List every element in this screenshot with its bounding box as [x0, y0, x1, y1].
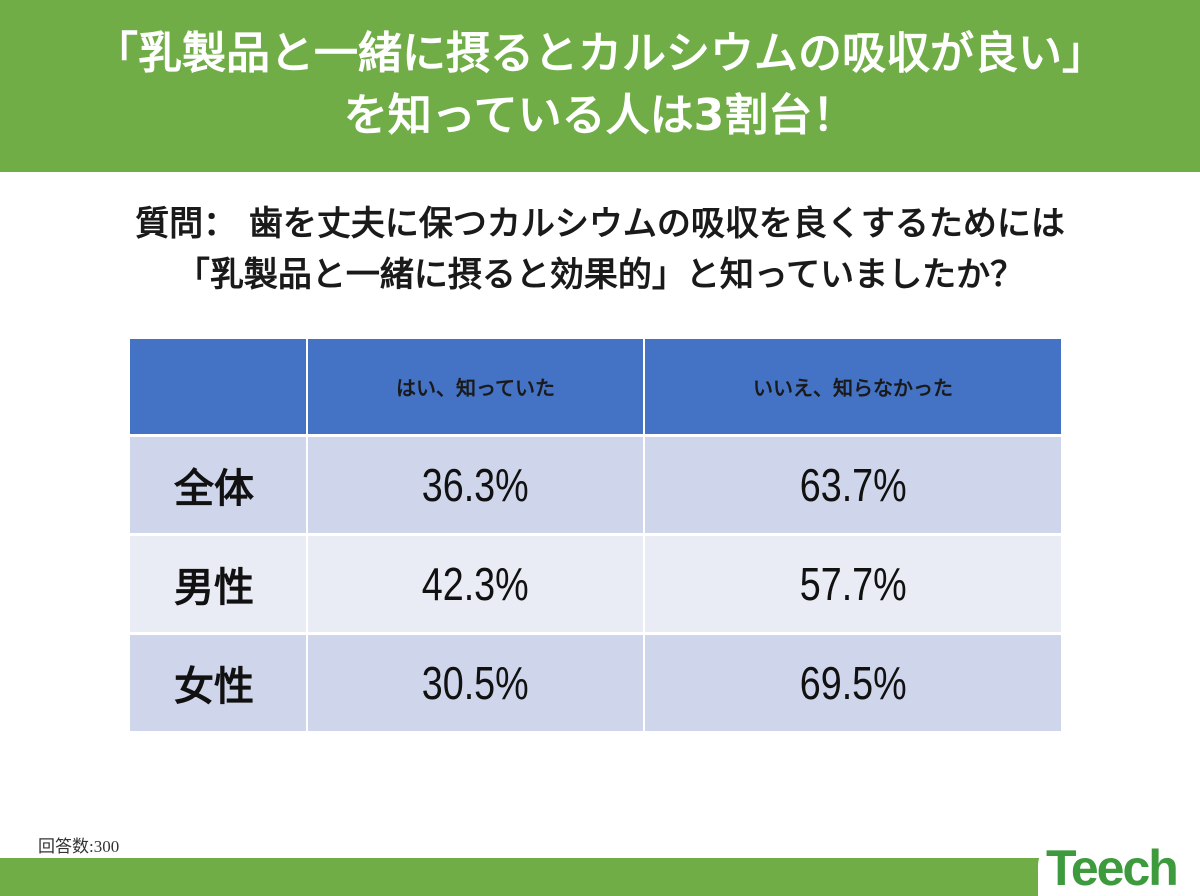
value-total-yes: 36.3% [422, 459, 529, 511]
header-corner-cell [130, 339, 306, 434]
bottom-bar [0, 858, 1200, 896]
row-label-female: 女性 [130, 635, 306, 731]
header-yes: はい、知っていた [308, 339, 643, 434]
table-cell: 30.5% [308, 635, 643, 731]
page-title-line-2: を知っている人は3割台！ [343, 90, 857, 141]
value-male-yes: 42.3% [422, 558, 529, 610]
page-title-line-1: 「乳製品と一緒に摂るとカルシウムの吸収が良い」 [94, 28, 1106, 79]
row-label-total: 全体 [130, 437, 306, 533]
response-count: 回答数:300 [38, 837, 120, 856]
table-cell: 69.5% [645, 635, 1061, 731]
header-no: いいえ、知らなかった [645, 339, 1061, 434]
results-table: はい、知っていた いいえ、知らなかった 全体 36.3% 63.7% 男性 42… [130, 339, 1061, 731]
brand-logo: Teech [1046, 840, 1179, 896]
table-cell: 36.3% [308, 437, 643, 533]
table-cell: 63.7% [645, 437, 1061, 533]
value-female-no: 69.5% [799, 657, 907, 709]
table-cell: 57.7% [645, 536, 1061, 632]
title-banner: 「乳製品と一緒に摂るとカルシウムの吸収が良い」 を知っている人は3割台！ [0, 0, 1200, 172]
logo-background [1038, 838, 1200, 896]
question-line-2: 「乳製品と一緒に摂ると効果的」と知っていましたか？ [175, 255, 1025, 295]
value-total-no: 63.7% [799, 459, 907, 511]
value-female-yes: 30.5% [422, 657, 529, 709]
row-label-male: 男性 [130, 536, 306, 632]
value-male-no: 57.7% [799, 558, 907, 610]
table-cell: 42.3% [308, 536, 643, 632]
question-line-1: 質問： 歯を丈夫に保つカルシウムの吸収を良くするためには [135, 204, 1065, 244]
